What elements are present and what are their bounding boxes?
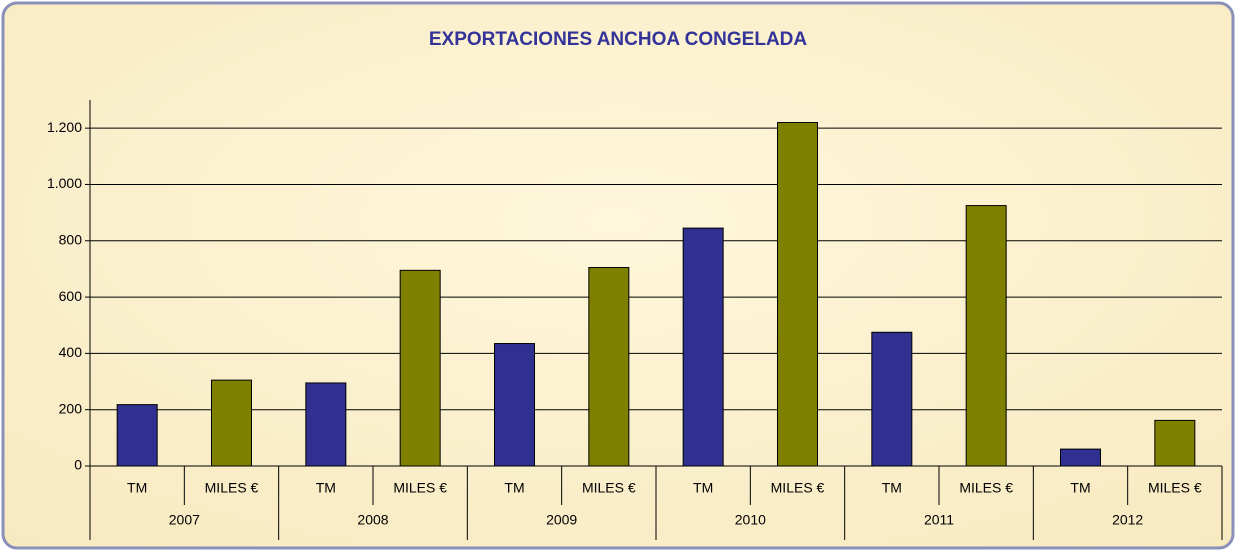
x-tick-label: TM <box>504 480 524 496</box>
bar <box>1154 419 1196 467</box>
bar <box>588 267 630 467</box>
bar <box>211 379 252 467</box>
bar <box>682 227 724 467</box>
y-tick-label: 1.000 <box>47 175 82 191</box>
y-tick-label: 800 <box>59 231 83 247</box>
group-label: 2008 <box>357 512 388 528</box>
x-tick-label: TM <box>1070 480 1090 496</box>
y-tick-label: 600 <box>59 288 83 304</box>
bar <box>1060 448 1101 467</box>
bar <box>399 269 441 467</box>
bar <box>777 122 818 467</box>
x-tick-label: MILES € <box>582 480 636 496</box>
y-tick-label: 0 <box>74 457 82 473</box>
group-label: 2010 <box>735 512 766 528</box>
bar <box>116 404 158 467</box>
x-tick-label: MILES € <box>771 480 825 496</box>
x-tick-label: TM <box>316 480 336 496</box>
group-label: 2011 <box>924 512 954 528</box>
group-label: 2009 <box>546 512 577 528</box>
y-tick-label: 1.200 <box>47 119 82 135</box>
x-tick-label: MILES € <box>959 480 1013 496</box>
x-tick-label: TM <box>693 480 713 496</box>
bar <box>871 331 913 467</box>
x-tick-label: MILES € <box>1148 480 1202 496</box>
y-tick-label: 400 <box>59 344 83 360</box>
bar <box>305 382 347 467</box>
bar <box>494 343 535 467</box>
group-label: 2012 <box>1112 512 1143 528</box>
chart-title: EXPORTACIONES ANCHOA CONGELADA <box>429 29 808 50</box>
x-tick-label: TM <box>127 480 147 496</box>
x-tick-label: MILES € <box>205 480 259 496</box>
x-tick-label: MILES € <box>393 480 447 496</box>
group-label: 2007 <box>169 512 200 528</box>
y-tick-label: 200 <box>59 400 83 416</box>
x-tick-label: TM <box>882 480 902 496</box>
bar <box>965 205 1007 467</box>
